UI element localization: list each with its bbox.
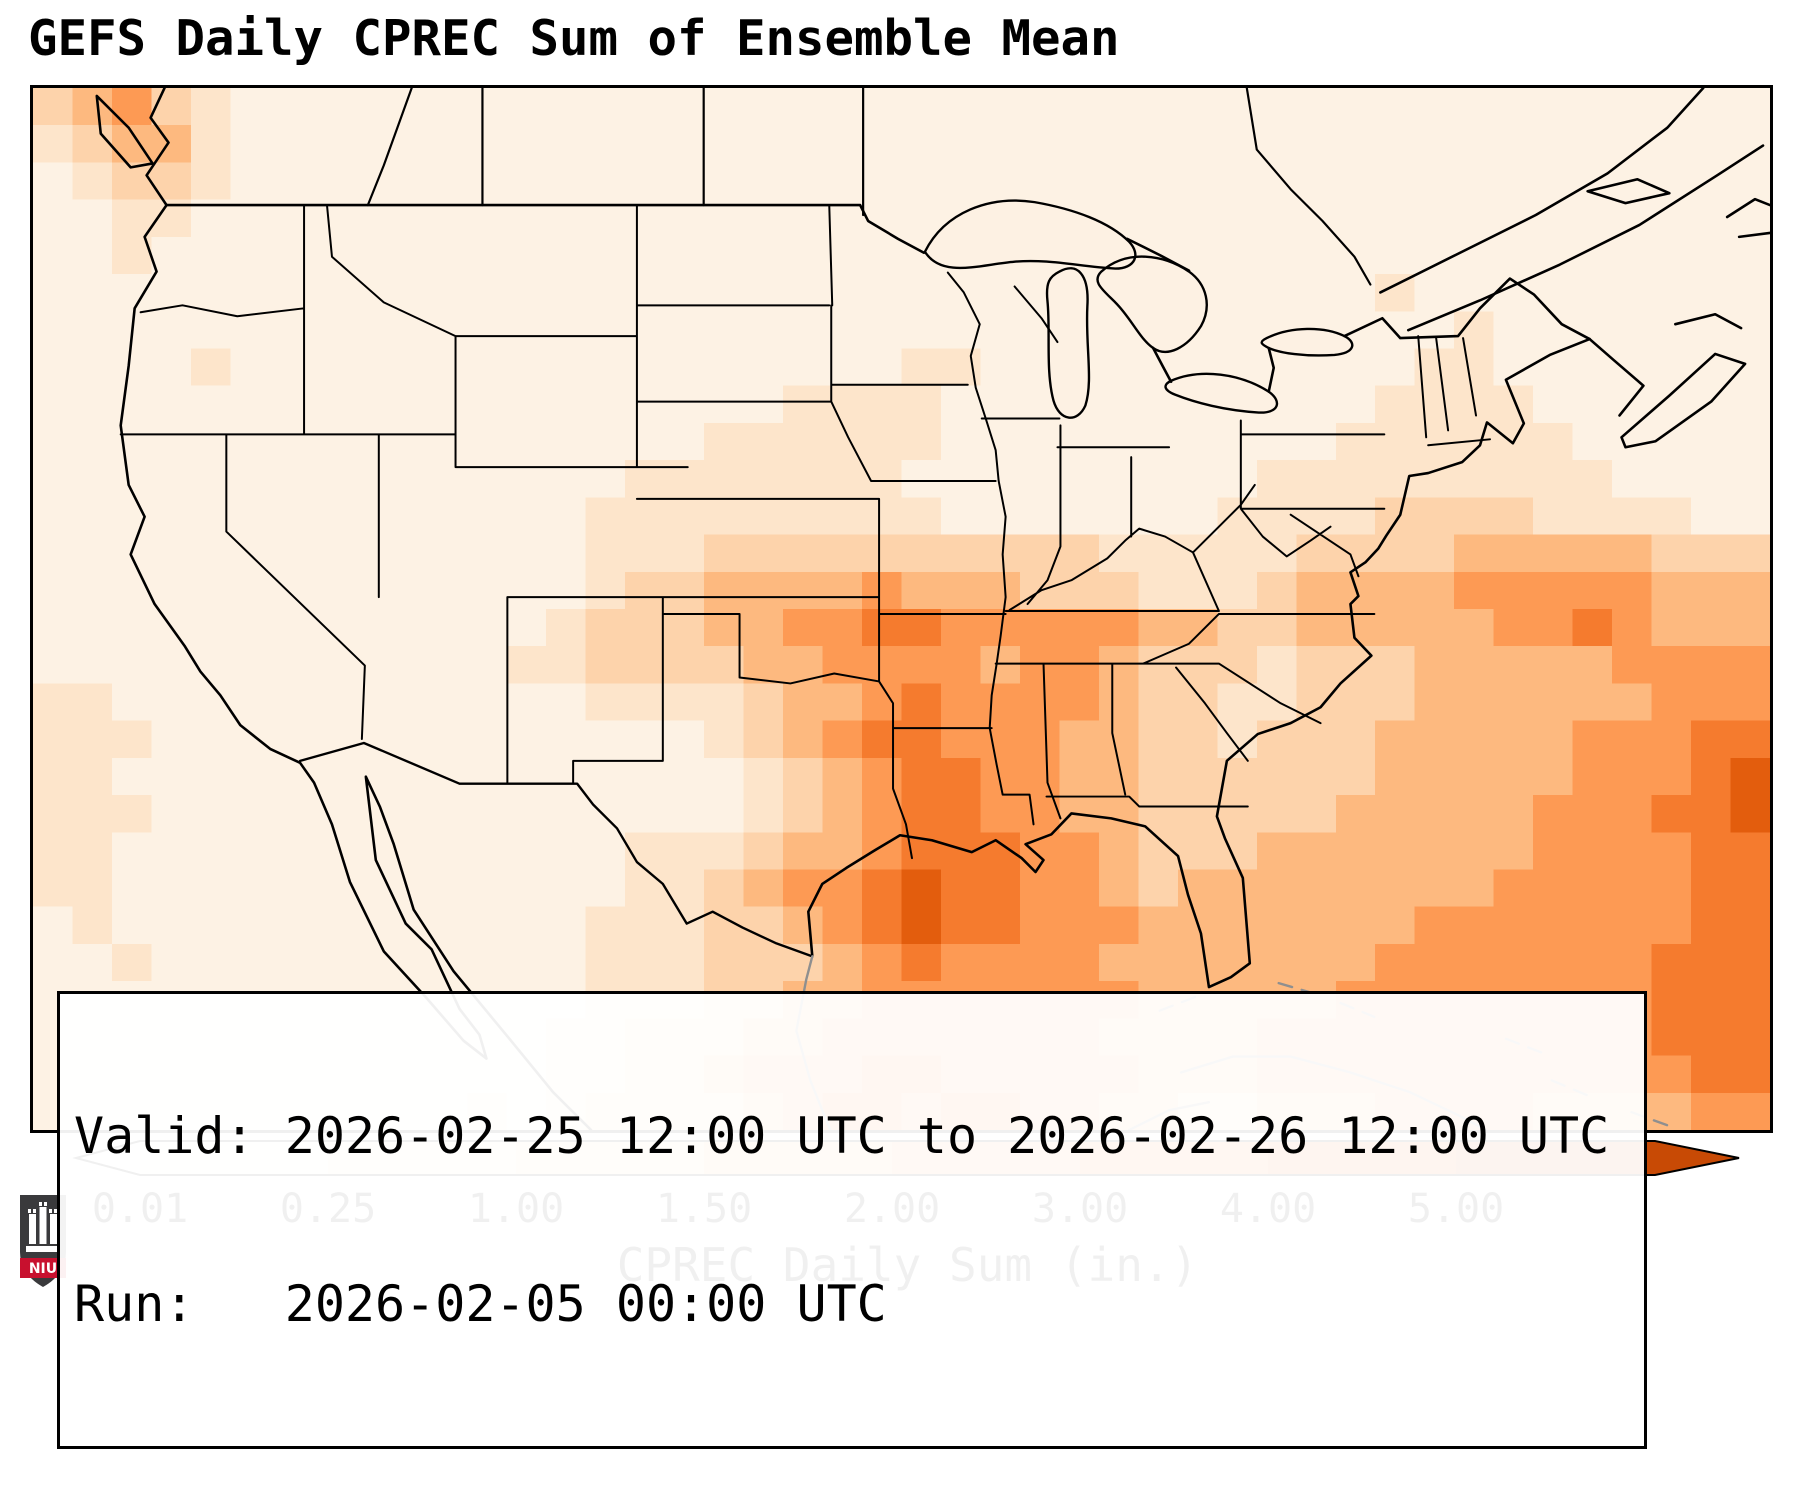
conus-map bbox=[33, 88, 1770, 1130]
us-mexico-border bbox=[298, 741, 814, 958]
logo-banner bbox=[20, 1258, 66, 1278]
great-lakes bbox=[923, 199, 1354, 419]
map-region bbox=[30, 85, 1773, 1133]
province-borders bbox=[366, 88, 1372, 286]
pacific-coastline bbox=[95, 88, 593, 1130]
castle-icon bbox=[26, 1202, 60, 1252]
state-borders bbox=[119, 204, 1491, 860]
gulf-atlantic-coastline bbox=[807, 337, 1591, 989]
page-title: GEFS Daily CPREC Sum of Ensemble Mean bbox=[28, 10, 1120, 67]
niu-logo: NIU bbox=[16, 1192, 70, 1292]
valid-time-text: Valid: 2026-02-25 12:00 UTC to 2026-02-2… bbox=[74, 1107, 1610, 1165]
logo-text: NIU bbox=[29, 1261, 57, 1277]
run-time-text: Run: 2026-02-05 00:00 UTC bbox=[74, 1275, 887, 1333]
us-canada-border bbox=[165, 203, 1591, 393]
geo-borders bbox=[95, 88, 1770, 1130]
canada-coastline bbox=[1379, 88, 1770, 449]
info-box: Valid: 2026-02-25 12:00 UTC to 2026-02-2… bbox=[57, 991, 1647, 1449]
precipitation-heatmap bbox=[33, 88, 1770, 1130]
